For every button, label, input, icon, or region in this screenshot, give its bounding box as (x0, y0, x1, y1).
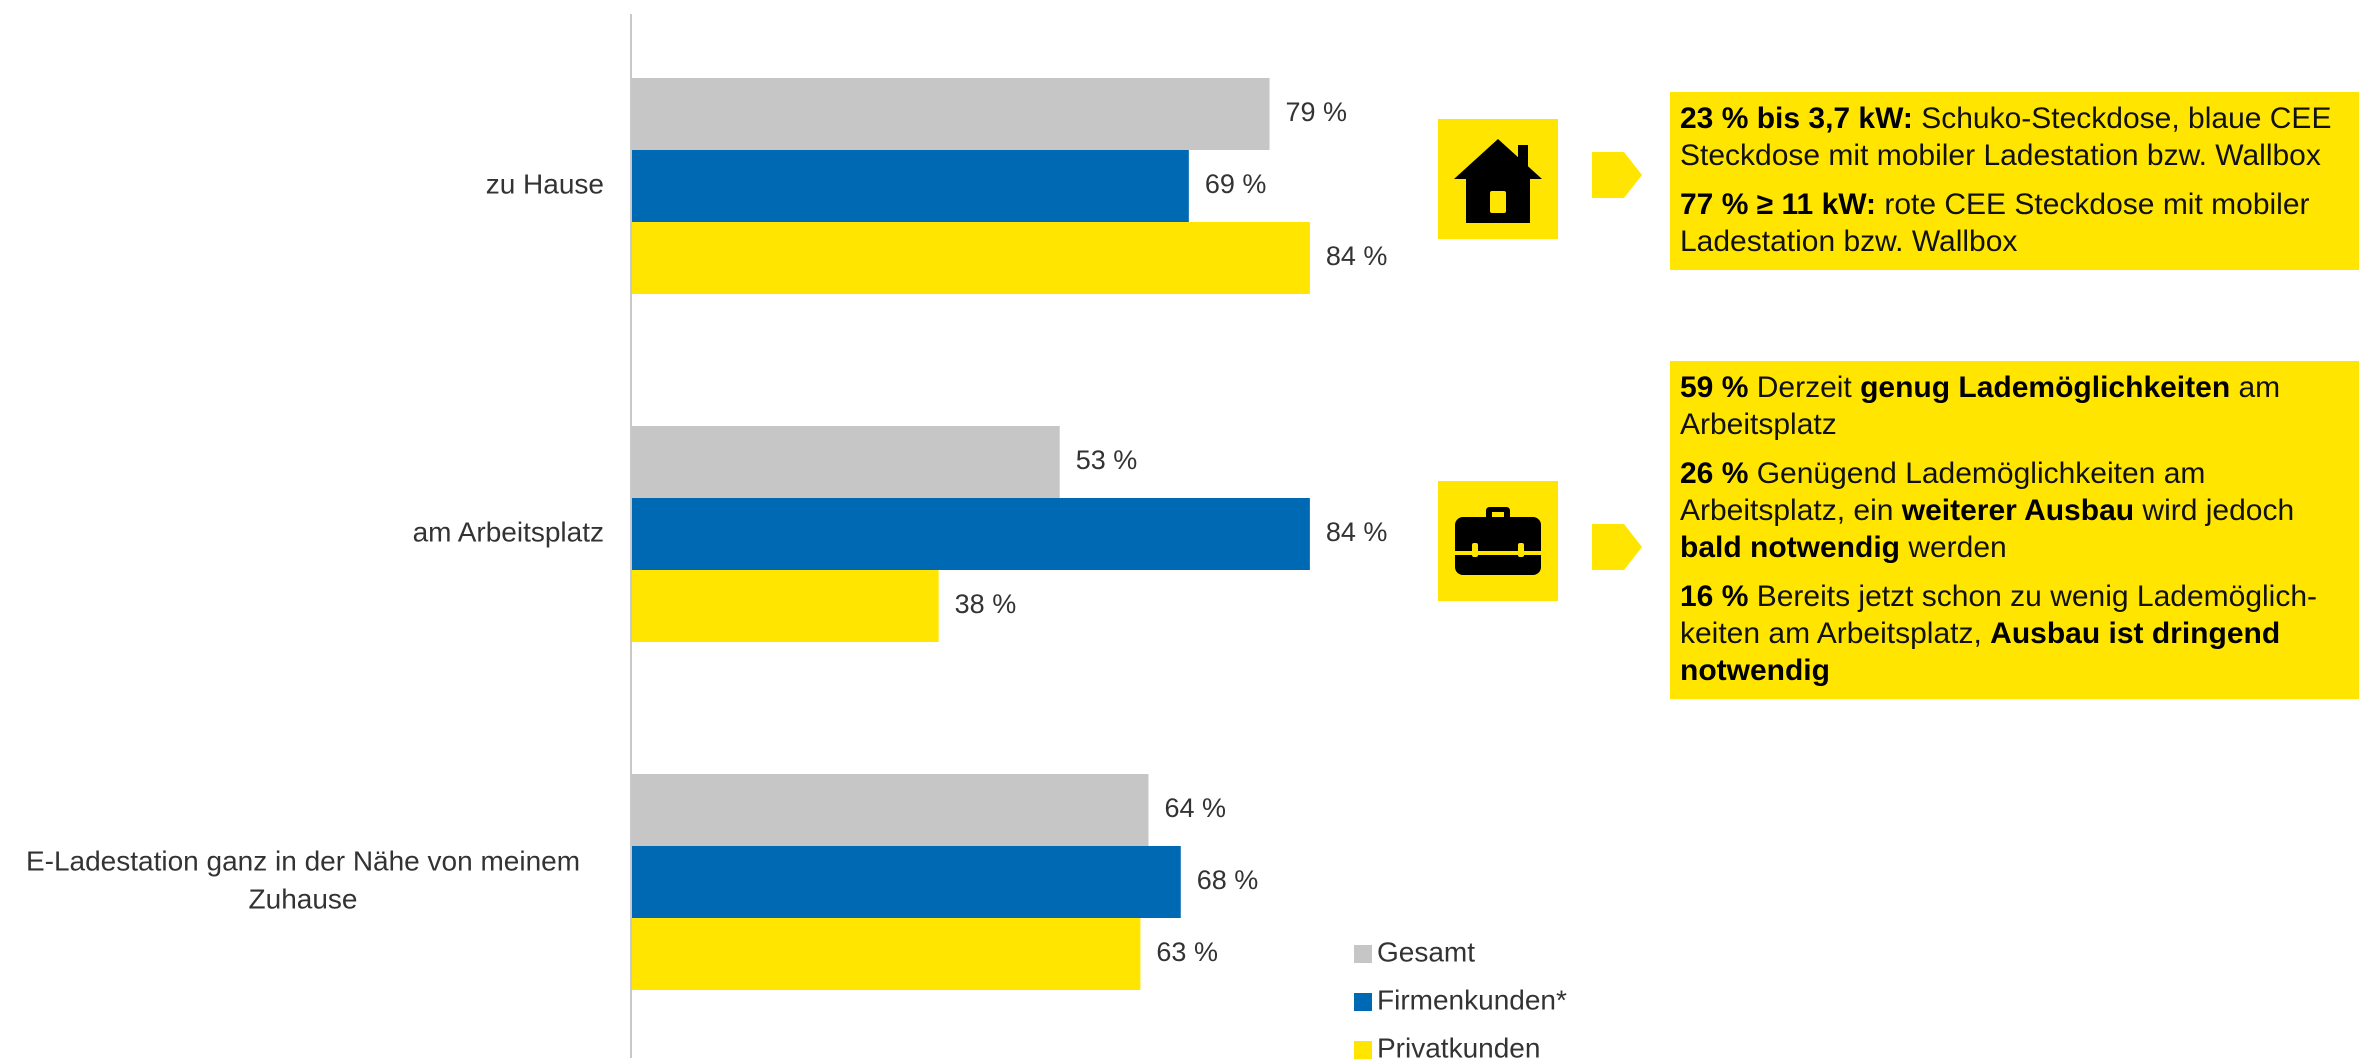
category-label: zu Hause (486, 168, 604, 199)
work-info-1-text-2: am Arbeitsplatz (1680, 371, 2281, 441)
bar-value-label: 69 % (1205, 169, 1267, 199)
bar-value-label: 79 % (1286, 97, 1348, 127)
home-info-2-highlight: 77 % ≥ 11 kW: (1680, 188, 1877, 221)
work-info-2-text-2: wird jedoch (2134, 494, 2295, 527)
work-icon-box (1438, 481, 1558, 601)
legend-swatch (1354, 1041, 1372, 1059)
bar-value-label: 38 % (955, 589, 1017, 619)
home-info-box: 23 % bis 3,7 kW: Schuko-Steckdose, blaue… (1670, 92, 2359, 270)
work-info-line-2: 26 % Genügend Lademöglichkeiten am Arbei… (1680, 455, 2347, 566)
home-info-line-1: 23 % bis 3,7 kW: Schuko-Steckdose, blaue… (1680, 100, 2347, 174)
home-info-2-text: rote CEE Steckdose mit mobiler Ladestati… (1680, 188, 2310, 258)
home-pointer-arrow-icon (1592, 152, 1642, 198)
work-info-2-highlight-3: bald notwendig (1680, 531, 1900, 564)
bar-value-label: 63 % (1156, 937, 1218, 967)
category-label: am Arbeitsplatz (413, 516, 604, 547)
legend-label: Privatkunden (1377, 1032, 1540, 1063)
work-info-1-text: Derzeit (1748, 371, 1861, 404)
category-label: Zuhause (249, 883, 358, 914)
bar-firmenkunden (632, 498, 1310, 570)
bar-value-label: 68 % (1197, 865, 1259, 895)
work-info-box: 59 % Derzeit genug Lademöglichkeiten am … (1670, 361, 2359, 699)
bar-value-label: 64 % (1164, 793, 1226, 823)
work-info-2-text: Genügend Lademöglichkeiten am Arbeitspla… (1680, 457, 2206, 527)
work-info-line-3: 16 % Bereits jetzt schon zu wenig Lademö… (1680, 578, 2347, 689)
home-info-1-highlight: 23 % bis 3,7 kW: (1680, 102, 1913, 135)
house-icon (1454, 139, 1542, 223)
bar-gesamt (632, 774, 1149, 846)
bar-value-label: 84 % (1326, 241, 1388, 271)
bar-value-label: 53 % (1076, 445, 1138, 475)
work-info-2-highlight: 26 % (1680, 457, 1749, 490)
work-info-3-highlight: 16 % (1680, 580, 1749, 613)
work-info-line-1: 59 % Derzeit genug Lademöglichkeiten am … (1680, 369, 2347, 443)
bar-firmenkunden (632, 846, 1181, 918)
legend-swatch (1354, 993, 1372, 1011)
bar-gesamt (632, 426, 1060, 498)
work-info-2-highlight-2: weiterer Ausbau (1901, 494, 2135, 527)
work-info-3-text: Bereits jetzt schon zu wenig Lademöglich… (1680, 580, 2318, 650)
bar-privatkunden (632, 222, 1310, 294)
work-info-1-highlight: 59 % (1680, 371, 1749, 404)
work-info-3-highlight-2: Ausbau ist dringend notwendig (1680, 617, 2281, 687)
legend-label: Firmenkunden* (1377, 984, 1567, 1015)
briefcase-icon (1455, 507, 1541, 575)
legend-label: Gesamt (1377, 936, 1475, 967)
bar-chart: zu Hause 79 % 69 % 84 % am Arbeitsplatz 53 % 8… (26, 14, 1567, 1063)
bar-value-label: 84 % (1326, 517, 1388, 547)
bar-privatkunden (632, 918, 1141, 990)
work-pointer-arrow-icon (1592, 524, 1642, 570)
category-label: E-Ladestation ganz in der Nähe von meine… (26, 845, 580, 876)
bar-gesamt (632, 78, 1270, 150)
work-info-2-text-3: werden (1899, 531, 2007, 564)
work-info-1-highlight-2: genug Lademöglichkeiten (1860, 371, 2231, 404)
home-icon-box (1438, 119, 1558, 239)
bar-privatkunden (632, 570, 939, 642)
legend-swatch (1354, 945, 1372, 963)
bar-firmenkunden (632, 150, 1189, 222)
home-info-1-text: Schuko-Steckdose, blaue CEE Steckdose mi… (1680, 102, 2332, 172)
home-info-line-2: 77 % ≥ 11 kW: rote CEE Steckdose mit mob… (1680, 186, 2347, 260)
